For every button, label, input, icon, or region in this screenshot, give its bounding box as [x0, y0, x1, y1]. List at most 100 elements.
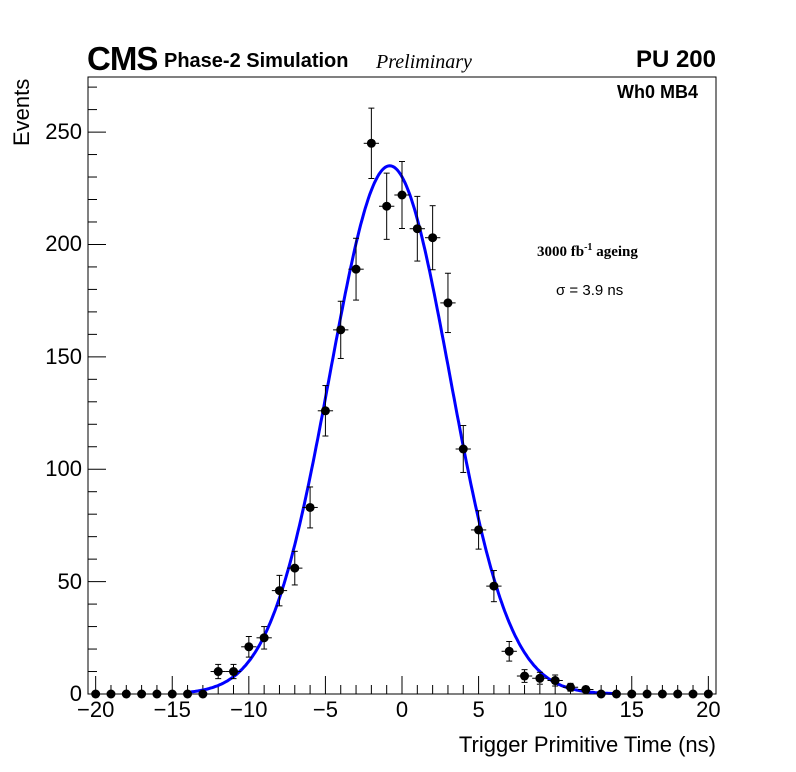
marker [642, 689, 652, 699]
y-tick-label: 250 [45, 119, 82, 145]
x-tick-label: 20 [696, 697, 721, 722]
marker [167, 689, 177, 699]
sigma-label: σ = 3.9 ns [556, 282, 624, 299]
marker [703, 689, 713, 699]
marker [213, 667, 223, 677]
data-points [88, 107, 716, 699]
marker [443, 298, 453, 308]
marker [336, 325, 346, 335]
marker [152, 689, 162, 699]
marker [489, 581, 499, 591]
marker [137, 689, 147, 699]
y-tick-label: 150 [45, 343, 82, 369]
data-point [394, 161, 410, 229]
data-point [501, 640, 517, 662]
marker [458, 444, 468, 454]
data-point [149, 689, 165, 699]
ageing-exponent: -1 [584, 242, 593, 253]
marker [474, 525, 484, 535]
marker [121, 689, 131, 699]
marker [627, 689, 637, 699]
y-tick-label: 200 [45, 231, 82, 257]
data-point [593, 689, 609, 699]
data-point [333, 300, 349, 359]
ageing-label: 3000 fb-1 ageing [537, 242, 638, 261]
marker [229, 667, 239, 677]
data-point [195, 689, 211, 699]
x-tick-label: 15 [619, 697, 644, 722]
data-point [700, 689, 716, 699]
marker [274, 586, 284, 596]
x-tick-label: −15 [153, 697, 191, 722]
preliminary-label: Preliminary [376, 51, 472, 73]
ageing-suffix: ageing [592, 244, 638, 260]
marker [183, 689, 193, 699]
x-tick-label: −10 [230, 697, 268, 722]
marker [91, 689, 101, 699]
data-point [532, 671, 548, 685]
data-point [547, 674, 563, 687]
data-point [624, 689, 640, 699]
y-tick-label: 0 [69, 681, 82, 706]
data-point [685, 689, 701, 699]
data-point [256, 626, 272, 650]
marker [305, 502, 315, 512]
marker [550, 676, 560, 686]
marker [673, 689, 683, 699]
data-point [348, 237, 364, 301]
data-point [317, 385, 334, 437]
marker [244, 642, 254, 652]
data-point [578, 685, 594, 695]
marker [106, 689, 116, 699]
data-point [241, 635, 257, 658]
data-point [287, 550, 303, 586]
x-tick-label: 0 [395, 697, 409, 722]
data-point [455, 425, 471, 473]
ageing-prefix: 3000 fb [537, 244, 585, 260]
marker [688, 689, 698, 699]
x-tick-label: −5 [312, 697, 338, 722]
x-tick-label: 5 [472, 697, 485, 722]
data-point [302, 486, 318, 529]
marker [366, 138, 376, 148]
data-point [440, 272, 456, 334]
marker [565, 682, 575, 692]
data-point [670, 689, 686, 699]
data-point [179, 689, 196, 699]
data-point [409, 195, 425, 262]
data-point [562, 682, 579, 692]
data-point [654, 689, 671, 699]
marker [397, 190, 407, 200]
marker [504, 646, 514, 656]
marker [535, 673, 545, 683]
data-point [486, 570, 502, 603]
marker [611, 689, 621, 699]
y-tick-label: 100 [45, 456, 82, 482]
marker [428, 233, 438, 243]
data-point [516, 669, 533, 683]
y-tick-label: 50 [57, 568, 82, 594]
marker [412, 224, 422, 234]
data-point [88, 689, 104, 699]
data-point [379, 172, 395, 240]
marker [596, 689, 606, 699]
data-point [225, 663, 242, 680]
data-point [118, 689, 134, 699]
x-tick-label: −20 [76, 697, 115, 722]
data-point [210, 663, 226, 680]
data-point [424, 205, 441, 271]
data-point [133, 689, 150, 699]
cms-label: CMS [87, 40, 158, 77]
data-point [164, 689, 180, 699]
marker [290, 563, 300, 573]
region-label: Wh0 MB4 [617, 82, 698, 102]
marker [520, 671, 530, 681]
axis-ticks [88, 86, 709, 695]
data-point [363, 107, 380, 179]
data-point [271, 574, 288, 607]
data-point [470, 510, 487, 550]
marker [259, 633, 269, 643]
marker [198, 689, 208, 699]
marker [657, 689, 667, 699]
